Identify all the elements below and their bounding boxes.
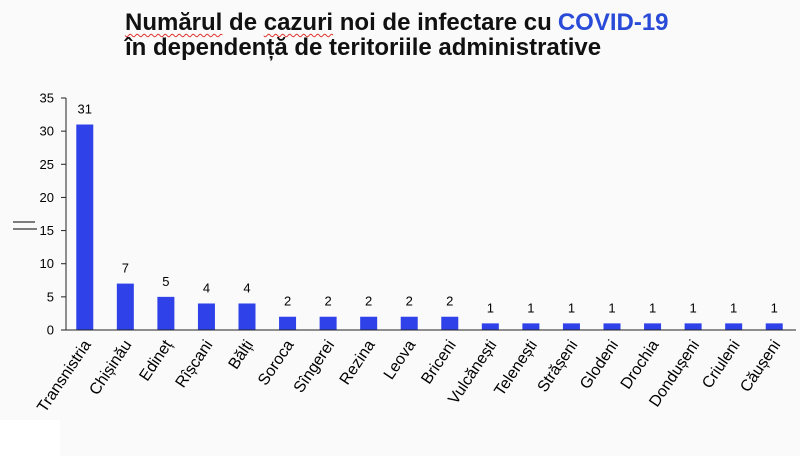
title-word: cazuri [263,9,334,36]
category-label: Soroca [255,337,297,389]
data-label: 2 [284,294,291,309]
category-label: Edineț [136,337,176,385]
y-tick-label: 30 [40,124,54,139]
category-label: Strășeni [535,337,582,395]
category-label: Criuleni [699,337,743,391]
category-label: Rîșcani [173,337,217,391]
bar [522,323,540,330]
bar [238,303,256,330]
data-label: 4 [203,280,210,295]
category-label: Sîngerei [291,337,338,396]
bar [441,316,459,330]
bar [765,323,783,330]
category-label: Căușeni [737,337,784,395]
bar [197,303,215,330]
data-label: 1 [649,300,656,315]
data-label: 2 [324,294,331,309]
corner-patch [0,420,60,456]
data-label: 7 [122,261,129,276]
data-label: 1 [608,300,615,315]
bar [157,296,175,330]
title-line-1: Numărul de cazuri noi de infectare cu COV… [125,10,669,35]
bar [684,323,702,330]
category-label: Drochia [618,337,663,392]
data-label: 2 [365,294,372,309]
bar [644,323,662,330]
y-axis-title-artifact [13,221,37,230]
bar [76,124,94,330]
bar [360,316,378,330]
data-label: 4 [243,280,250,295]
data-label: 5 [162,274,169,289]
y-tick-label: 10 [40,256,54,271]
y-tick-label: 25 [40,157,54,172]
category-label: Glodeni [577,337,622,392]
data-label: 1 [771,300,778,315]
bar [725,323,743,330]
data-label: 1 [730,300,737,315]
title-highlight: COVID-19 [557,9,669,36]
data-label: 2 [446,294,453,309]
bar-series: 31 7 5 4 4 2 2 2 2 2 1 1 1 1 1 1 1 1 [76,102,783,330]
title-line-2: în dependență de teritoriile administrat… [125,34,602,61]
bar [400,316,418,330]
bar [279,316,297,330]
bar [562,323,580,330]
y-axis-ticks: 0 5 10 15 20 25 30 35 [40,91,66,338]
y-tick-label: 15 [40,223,54,238]
title-word: de [229,9,258,36]
category-label: Transnistria [34,337,95,415]
y-tick-label: 20 [40,190,54,205]
data-label: 1 [527,300,534,315]
y-tick-label: 0 [47,323,54,338]
category-label: Rezina [337,337,379,388]
data-label: 2 [406,294,413,309]
bar [116,283,134,330]
data-label: 1 [487,300,494,315]
bar [481,323,499,330]
y-tick-label: 5 [47,289,54,304]
title-word: Numărul [125,9,223,36]
data-label: 1 [689,300,696,315]
category-label: Bălți [226,337,257,372]
data-label: 1 [568,300,575,315]
category-label: Briceni [418,337,459,387]
category-label: Leova [381,337,420,383]
data-label: 31 [78,102,92,117]
bar [603,323,621,330]
chart-title: Numărul de cazuri noi de infectare cu COV… [125,10,669,60]
bar [319,316,337,330]
title-word: noi de infectare cu [339,9,552,36]
y-tick-label: 35 [40,91,54,106]
